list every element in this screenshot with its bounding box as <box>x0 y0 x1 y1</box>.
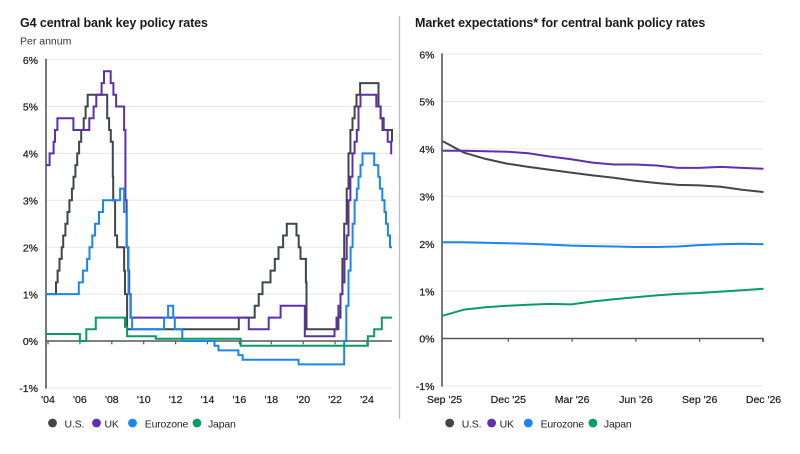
svg-text:Japan: Japan <box>604 419 632 431</box>
svg-text:UK: UK <box>500 419 514 431</box>
svg-text:5%: 5% <box>23 102 38 114</box>
svg-text:Jun '26: Jun '26 <box>619 394 653 406</box>
svg-text:Japan: Japan <box>208 419 236 431</box>
svg-text:3%: 3% <box>23 196 38 208</box>
svg-text:Eurozone: Eurozone <box>541 419 585 431</box>
svg-text:'12: '12 <box>169 394 183 406</box>
svg-text:Per annum: Per annum <box>20 36 72 48</box>
svg-text:0%: 0% <box>23 336 38 348</box>
svg-text:'14: '14 <box>201 394 215 406</box>
svg-text:Mar '26: Mar '26 <box>555 394 590 406</box>
svg-text:'16: '16 <box>233 394 247 406</box>
svg-text:6%: 6% <box>23 55 38 67</box>
svg-text:Sep '25: Sep '25 <box>427 394 462 406</box>
svg-text:4%: 4% <box>419 144 434 156</box>
svg-text:'08: '08 <box>105 394 119 406</box>
svg-text:'18: '18 <box>264 394 278 406</box>
svg-text:'20: '20 <box>296 394 310 406</box>
svg-text:-1%: -1% <box>416 381 435 393</box>
svg-text:2%: 2% <box>23 242 38 254</box>
svg-text:1%: 1% <box>23 289 38 301</box>
svg-text:U.S.: U.S. <box>462 419 482 431</box>
svg-text:U.S.: U.S. <box>65 419 85 431</box>
svg-text:Dec '26: Dec '26 <box>746 394 781 406</box>
svg-text:'22: '22 <box>328 394 342 406</box>
svg-text:2%: 2% <box>419 239 434 251</box>
svg-text:'06: '06 <box>73 394 87 406</box>
svg-text:4%: 4% <box>23 149 38 161</box>
svg-text:'04: '04 <box>41 394 55 406</box>
svg-text:Dec '25: Dec '25 <box>491 394 526 406</box>
svg-text:1%: 1% <box>419 286 434 298</box>
svg-text:5%: 5% <box>419 97 434 109</box>
svg-text:UK: UK <box>105 419 119 431</box>
svg-text:G4 central bank key policy rat: G4 central bank key policy rates <box>20 16 208 30</box>
svg-text:0%: 0% <box>419 334 434 346</box>
svg-text:'24: '24 <box>360 394 374 406</box>
svg-text:Market expectations* for centr: Market expectations* for central bank po… <box>415 16 705 30</box>
svg-text:-1%: -1% <box>19 383 38 395</box>
svg-text:Sep '26: Sep '26 <box>682 394 717 406</box>
svg-text:3%: 3% <box>419 192 434 204</box>
svg-text:Eurozone: Eurozone <box>145 419 189 431</box>
svg-text:'10: '10 <box>137 394 151 406</box>
svg-text:6%: 6% <box>419 49 434 61</box>
